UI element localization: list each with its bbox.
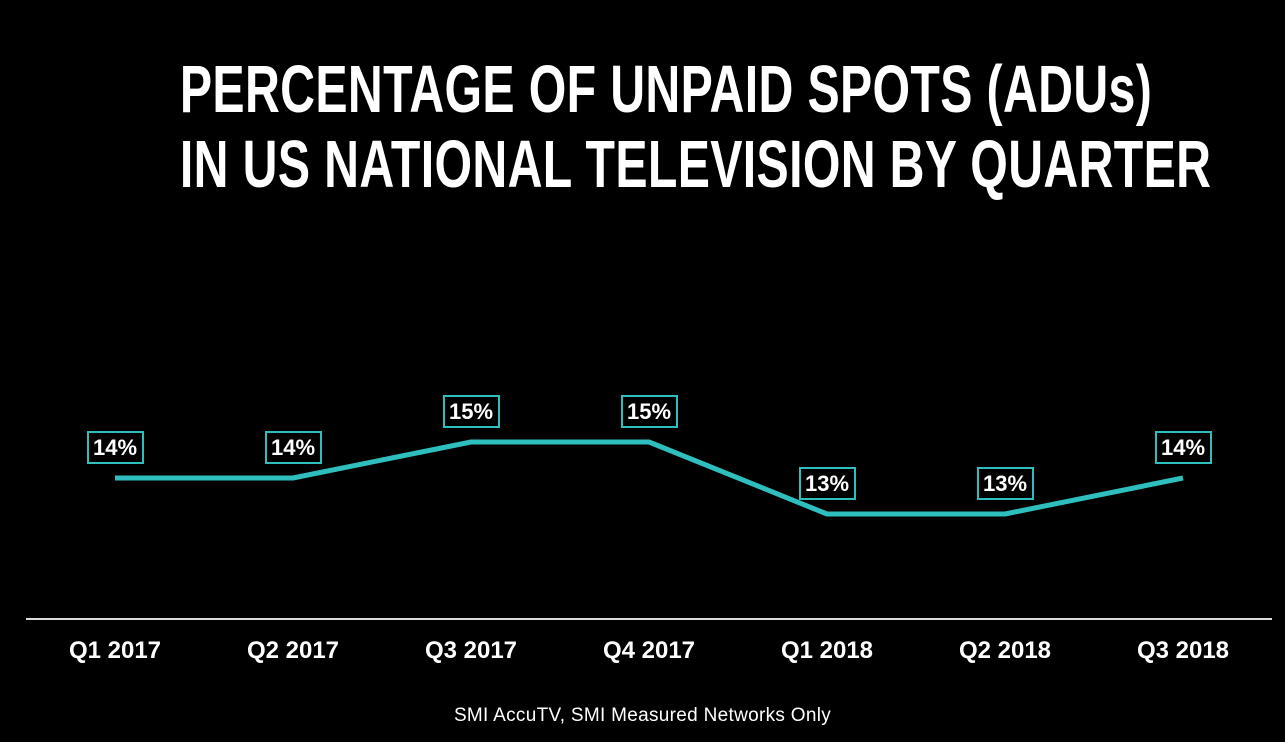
source-note: SMI AccuTV, SMI Measured Networks Only [453, 705, 832, 726]
chart-title: PERCENTAGE OF UNPAID SPOTS (ADUs) IN US … [0, 52, 1285, 202]
chart-title-line1: PERCENTAGE OF UNPAID SPOTS (ADUs) [179, 52, 1153, 127]
series-line [115, 439, 1184, 517]
data-label: 14% [86, 431, 144, 464]
x-tick-label: Q3 2017 [424, 637, 518, 664]
x-tick-label: Q2 2017 [246, 637, 340, 664]
data-label: 15% [442, 395, 500, 428]
data-label: 14% [1154, 431, 1212, 464]
x-tick-label: Q1 2018 [780, 637, 874, 664]
data-label: 13% [798, 467, 856, 500]
data-label: 15% [620, 395, 678, 428]
x-tick-label: Q4 2017 [602, 637, 696, 664]
x-tick-label: Q3 2018 [1136, 637, 1230, 664]
data-label: 13% [976, 467, 1034, 500]
data-label: 14% [264, 431, 322, 464]
x-tick-label: Q2 2018 [958, 637, 1052, 664]
x-tick-label: Q1 2017 [68, 637, 162, 664]
chart-title-line2: IN US NATIONAL TELEVISION BY QUARTER [179, 127, 1212, 202]
